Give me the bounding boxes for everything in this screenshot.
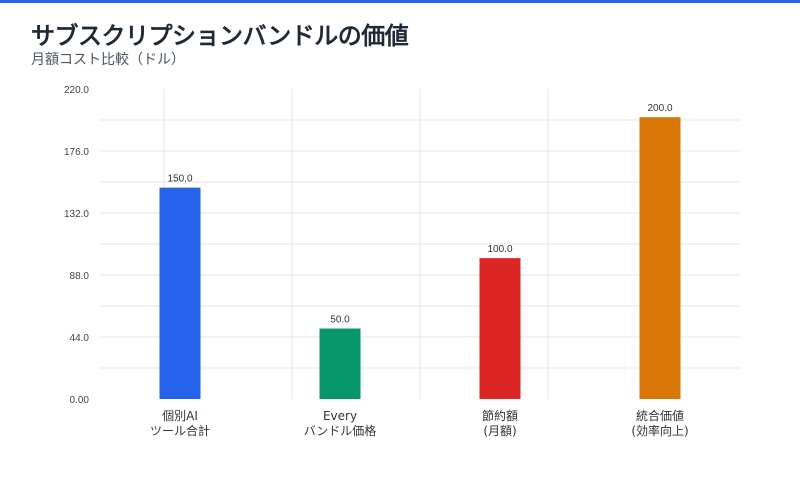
x-tick-label: 節約額 <box>482 408 518 423</box>
x-tick-label: (月額) <box>483 424 516 438</box>
accent-bar <box>0 0 800 3</box>
chart-title: サブスクリプションバンドルの価値 <box>31 22 409 50</box>
bar <box>319 328 361 399</box>
bar <box>159 187 201 399</box>
x-tick-label: 統合価値 <box>636 408 684 423</box>
y-tick-label: 88.0 <box>70 271 90 282</box>
chart-subtitle: 月額コスト比較（ドル） <box>31 52 185 68</box>
data-label: 200.0 <box>647 103 672 114</box>
x-tick-label: 個別AI <box>162 409 198 423</box>
data-label: 50.0 <box>330 315 350 326</box>
x-tick-label: ツール合計 <box>150 423 210 438</box>
x-tick-label: バンドル価格 <box>304 423 377 438</box>
bar <box>639 117 681 399</box>
x-tick-label: Every <box>323 409 357 423</box>
y-tick-label: 0.00 <box>70 395 90 406</box>
data-label: 150.0 <box>167 174 192 185</box>
y-tick-label: 44.0 <box>70 333 90 344</box>
bar <box>479 258 521 399</box>
y-tick-label: 176.0 <box>64 147 89 158</box>
x-tick-label: (効率向上) <box>631 423 688 438</box>
y-tick-label: 220.0 <box>64 85 89 96</box>
y-tick-label: 132.0 <box>64 209 89 220</box>
data-label: 100.0 <box>487 244 512 255</box>
